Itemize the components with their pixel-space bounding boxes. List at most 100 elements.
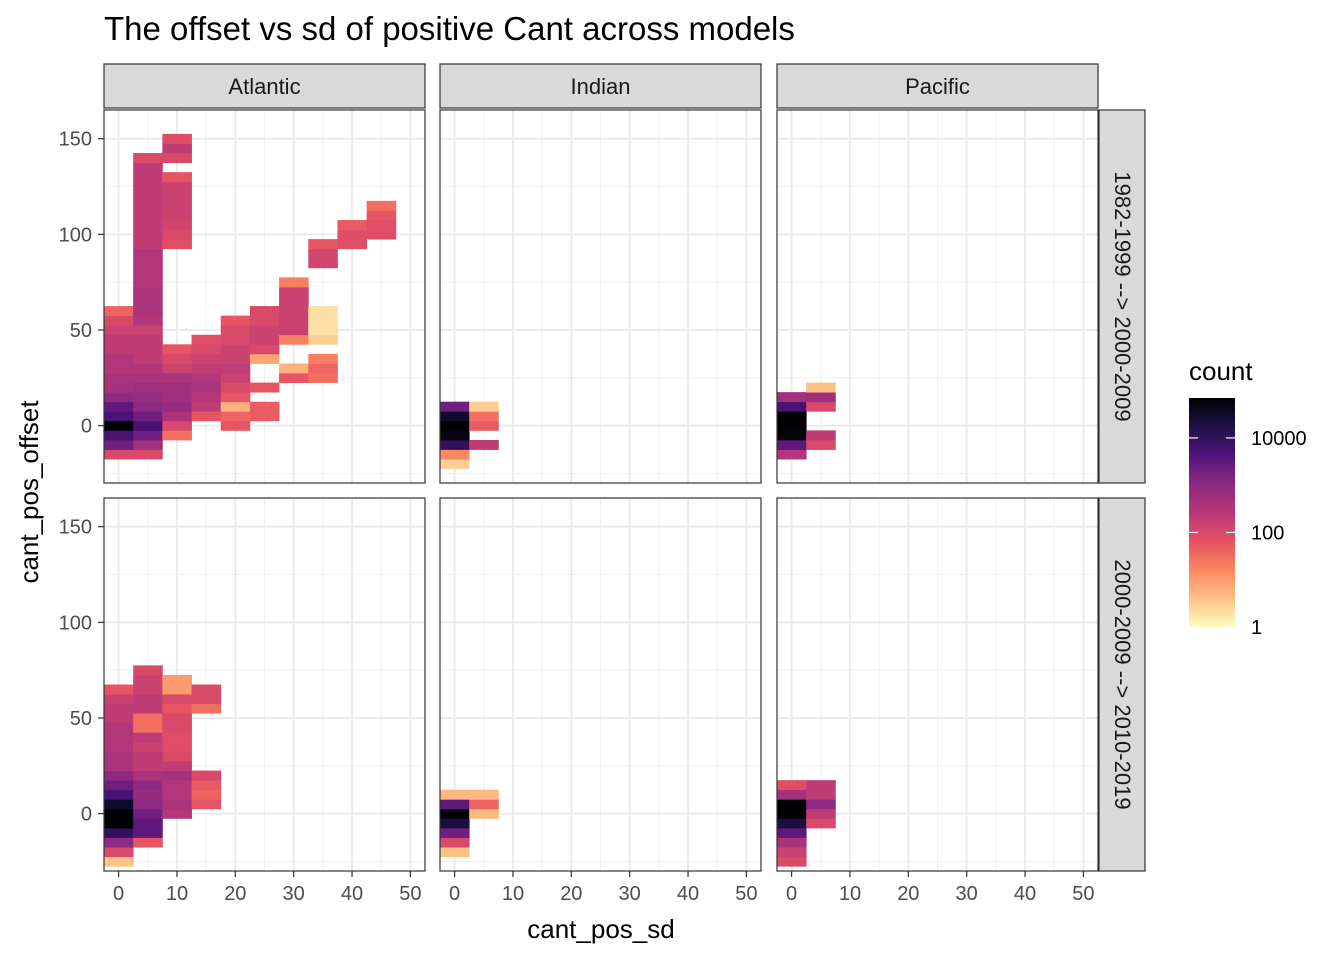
heatmap-cell bbox=[806, 808, 836, 819]
heatmap-cell bbox=[162, 713, 192, 724]
row-strip-2: 2000-2009 --> 2010-2019 bbox=[1098, 497, 1146, 872]
heatmap-cell bbox=[104, 373, 134, 383]
heatmap-cell bbox=[777, 818, 807, 829]
heatmap-cell bbox=[806, 430, 836, 441]
heatmap-cell bbox=[133, 210, 163, 221]
strip-label: 2000-2009 --> 2010-2019 bbox=[1110, 559, 1135, 809]
panel-pacific-row1 bbox=[776, 109, 1099, 484]
strip-bg bbox=[1098, 497, 1146, 872]
strip-bg bbox=[776, 63, 1099, 109]
y-tick-label: 0 bbox=[81, 804, 92, 826]
heatmap-cell bbox=[777, 411, 807, 422]
heatmap-cell bbox=[104, 420, 134, 431]
panel-indian-row1 bbox=[439, 109, 762, 484]
heatmap-cell bbox=[440, 808, 470, 819]
heatmap-cell bbox=[162, 344, 192, 355]
heatmap-cell bbox=[104, 856, 134, 867]
heatmap-cell bbox=[133, 449, 163, 460]
heatmap-cell bbox=[308, 353, 338, 364]
heatmap-cell bbox=[162, 353, 192, 364]
y-tick-label: 150 bbox=[59, 129, 92, 151]
heatmap-cell bbox=[469, 808, 499, 819]
heatmap-cell bbox=[162, 200, 192, 211]
heatmap-cell bbox=[249, 325, 280, 336]
row-strip-1: 1982-1999 --> 2000-2009 bbox=[1098, 109, 1146, 484]
heatmap-cell bbox=[191, 334, 222, 345]
heatmap-cell bbox=[279, 315, 309, 326]
heatmap-cell bbox=[191, 411, 222, 422]
heatmap-cell bbox=[133, 162, 163, 173]
heatmap-cell bbox=[133, 239, 163, 250]
legend-label: 10000 bbox=[1251, 428, 1307, 450]
heatmap-cell bbox=[220, 344, 251, 355]
heatmap-cell bbox=[337, 239, 368, 250]
heatmap-cell bbox=[133, 306, 163, 317]
heatmap-cell bbox=[133, 172, 163, 183]
heatmap-cell bbox=[162, 770, 192, 781]
heatmap-cell bbox=[162, 808, 192, 819]
heatmap-cell bbox=[104, 732, 134, 743]
heatmap-cell bbox=[806, 780, 836, 791]
panel-border bbox=[103, 109, 426, 484]
strip-label: Pacific bbox=[905, 74, 970, 99]
heatmap-cell bbox=[806, 799, 836, 810]
heatmap-cell bbox=[279, 286, 309, 297]
heatmap-cell bbox=[191, 780, 222, 791]
heatmap-cell bbox=[104, 401, 134, 412]
heatmap-cell bbox=[162, 780, 192, 791]
legend-label: 1 bbox=[1251, 617, 1262, 639]
heatmap-cell bbox=[162, 411, 192, 422]
heatmap-cell bbox=[133, 808, 163, 819]
heatmap-cell bbox=[104, 684, 134, 695]
x-tick-label: 20 bbox=[560, 883, 582, 905]
heatmap-cell bbox=[133, 741, 163, 752]
heatmap-cell bbox=[133, 430, 163, 441]
x-tick-label: 30 bbox=[619, 883, 641, 905]
heatmap-cell bbox=[104, 315, 134, 326]
panel-border bbox=[439, 109, 762, 484]
heatmap-cell bbox=[104, 334, 134, 345]
heatmap-cell bbox=[279, 363, 309, 374]
heatmap-cell bbox=[162, 789, 192, 800]
heatmap-cell bbox=[133, 751, 163, 762]
heatmap-cell bbox=[133, 684, 163, 695]
x-tick-label: 30 bbox=[956, 883, 978, 905]
heatmap-cell bbox=[777, 856, 807, 867]
heatmap-cell bbox=[279, 334, 309, 345]
heatmap-cell bbox=[806, 401, 836, 412]
heatmap-cell bbox=[220, 392, 251, 403]
x-axis-title: cant_pos_sd bbox=[527, 914, 674, 944]
heatmap-cell bbox=[191, 392, 222, 403]
heatmap-cell bbox=[220, 353, 251, 364]
heatmap-cell bbox=[104, 430, 134, 441]
heatmap-cell bbox=[440, 818, 470, 829]
heatmap-cell bbox=[469, 439, 499, 450]
heatmap-cell bbox=[279, 277, 309, 288]
heatmap-cell bbox=[133, 267, 163, 278]
heatmap-cell bbox=[440, 459, 470, 470]
heatmap-cell bbox=[133, 248, 163, 259]
heatmap-cell bbox=[133, 761, 163, 771]
heatmap-cell bbox=[777, 401, 807, 412]
heatmap-cell bbox=[162, 732, 192, 743]
heatmap-cell bbox=[162, 420, 192, 431]
heatmap-cell bbox=[440, 401, 470, 412]
heatmap-cell bbox=[133, 229, 163, 240]
x-tick-label: 20 bbox=[897, 883, 919, 905]
heatmap-cell bbox=[777, 392, 807, 403]
heatmap-cell bbox=[162, 799, 192, 810]
heatmap-cell bbox=[162, 741, 192, 752]
strip-bg bbox=[439, 63, 762, 109]
heatmap-cell bbox=[191, 694, 222, 705]
heatmap-cell bbox=[806, 382, 836, 393]
heatmap-cell bbox=[133, 665, 163, 676]
heatmap-cell bbox=[191, 703, 222, 714]
heatmap-cell bbox=[191, 789, 222, 800]
heatmap-cell bbox=[249, 382, 280, 393]
heatmap-cell bbox=[104, 818, 134, 829]
heatmap-cell bbox=[308, 325, 338, 336]
heatmap-cell bbox=[777, 827, 807, 838]
strip-bg bbox=[1098, 109, 1146, 484]
heatmap-cell bbox=[133, 827, 163, 838]
heatmap-cell bbox=[162, 703, 192, 714]
